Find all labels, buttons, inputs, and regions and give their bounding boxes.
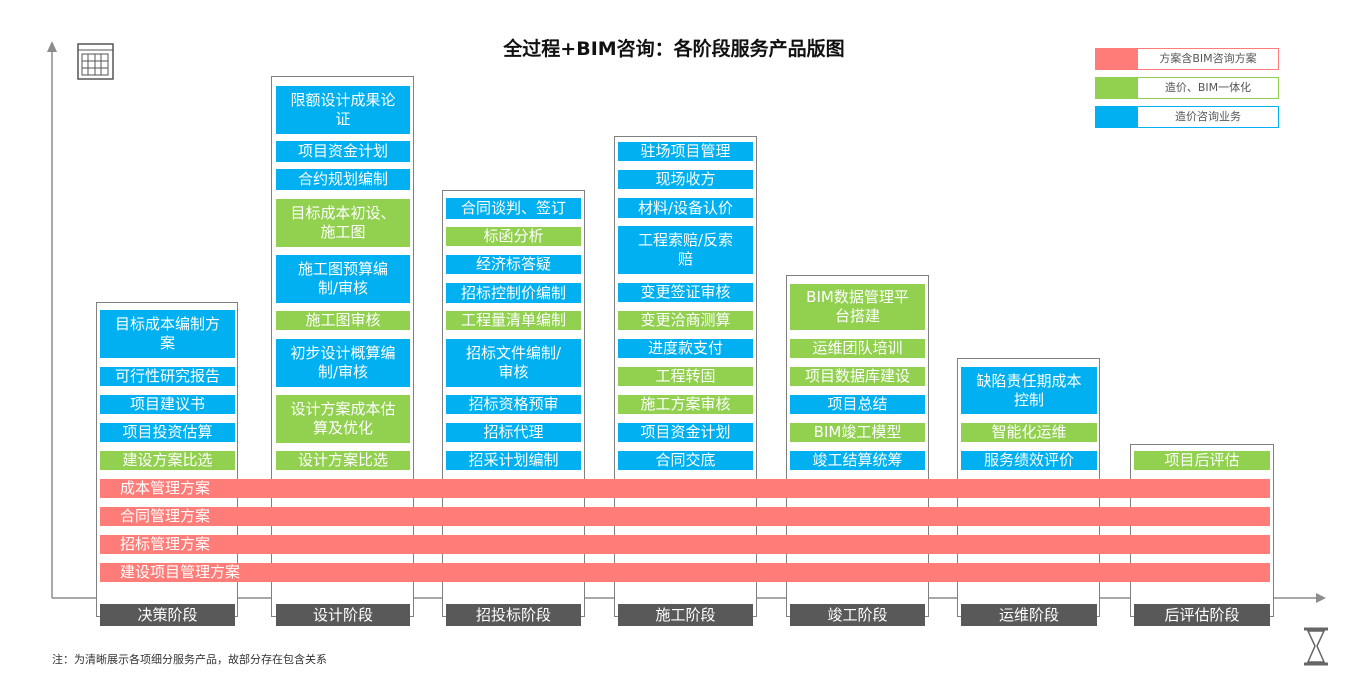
service-item: 合约规划编制 bbox=[276, 169, 410, 190]
service-item: 材料/设备认价 bbox=[618, 198, 753, 218]
service-item: 项目资金计划 bbox=[276, 141, 410, 162]
plan-bar: 招标管理方案 bbox=[100, 535, 1270, 554]
stage-label: 设计阶段 bbox=[276, 604, 410, 626]
service-item: 建设方案比选 bbox=[100, 451, 235, 470]
service-item: 经济标答疑 bbox=[446, 255, 581, 274]
service-item: 招标资格预审 bbox=[446, 395, 581, 414]
service-item: 目标成本编制方案 bbox=[100, 310, 235, 358]
service-item: 进度款支付 bbox=[618, 339, 753, 358]
stage-label: 运维阶段 bbox=[961, 604, 1097, 626]
service-item: 施工图预算编制/审核 bbox=[276, 255, 410, 303]
plan-bar: 成本管理方案 bbox=[100, 479, 1270, 498]
service-item: 限额设计成果论证 bbox=[276, 86, 410, 134]
service-item: 工程索赔/反索赔 bbox=[618, 226, 753, 274]
hourglass-icon bbox=[1304, 627, 1328, 666]
service-item: 初步设计概算编制/审核 bbox=[276, 339, 410, 387]
legend-swatch bbox=[1095, 77, 1138, 99]
service-item: 招标代理 bbox=[446, 423, 581, 442]
service-item: BIM数据管理平台搭建 bbox=[790, 284, 925, 330]
legend-item: 方案含BIM咨询方案 bbox=[1095, 48, 1279, 70]
service-item: 变更洽商测算 bbox=[618, 311, 753, 330]
stage-label: 竣工阶段 bbox=[790, 604, 925, 626]
service-item: 标函分析 bbox=[446, 227, 581, 246]
service-item: 招标文件编制/审核 bbox=[446, 339, 581, 387]
service-item: 项目投资估算 bbox=[100, 423, 235, 442]
service-item: 项目建议书 bbox=[100, 395, 235, 414]
legend-swatch bbox=[1095, 106, 1138, 128]
service-item: 项目后评估 bbox=[1134, 451, 1270, 470]
service-item: 可行性研究报告 bbox=[100, 367, 235, 386]
service-item: 目标成本初设、施工图 bbox=[276, 199, 410, 247]
calendar-icon bbox=[77, 43, 114, 80]
legend-label: 造价咨询业务 bbox=[1138, 106, 1279, 128]
stage-label: 决策阶段 bbox=[100, 604, 235, 626]
y-axis-arrow bbox=[47, 41, 57, 52]
footnote: 注：为清晰展示各项细分服务产品，故部分存在包含关系 bbox=[52, 653, 327, 666]
service-item: 工程量清单编制 bbox=[446, 311, 581, 330]
stage-frame bbox=[786, 275, 929, 617]
service-item: 驻场项目管理 bbox=[618, 142, 753, 161]
stage-frame bbox=[1130, 444, 1274, 617]
legend-item: 造价咨询业务 bbox=[1095, 106, 1279, 128]
service-item: 工程转固 bbox=[618, 367, 753, 386]
service-item: 招标控制价编制 bbox=[446, 283, 581, 303]
service-item: 项目资金计划 bbox=[618, 423, 753, 442]
service-item: 招采计划编制 bbox=[446, 451, 581, 470]
legend-label: 方案含BIM咨询方案 bbox=[1138, 48, 1279, 70]
service-item: 缺陷责任期成本控制 bbox=[961, 367, 1097, 414]
plan-bar: 建设项目管理方案 bbox=[100, 563, 1270, 582]
x-axis-arrow bbox=[1316, 593, 1326, 603]
stage-label: 招投标阶段 bbox=[446, 604, 581, 626]
stage-label: 施工阶段 bbox=[618, 604, 753, 626]
diagram-title: 全过程+BIM咨询：各阶段服务产品版图 bbox=[503, 38, 845, 60]
service-item: 智能化运维 bbox=[961, 423, 1097, 442]
service-item: 竣工结算统筹 bbox=[790, 451, 925, 470]
service-item: 设计方案成本估算及优化 bbox=[276, 395, 410, 443]
legend-swatch bbox=[1095, 48, 1138, 70]
service-item: 施工图审核 bbox=[276, 311, 410, 330]
service-item: 合同交底 bbox=[618, 451, 753, 470]
service-item: 设计方案比选 bbox=[276, 451, 410, 470]
service-item: 项目总结 bbox=[790, 395, 925, 414]
legend-item: 造价、BIM一体化 bbox=[1095, 77, 1279, 99]
stage-label: 后评估阶段 bbox=[1134, 604, 1270, 626]
plan-bar: 合同管理方案 bbox=[100, 507, 1270, 526]
service-item: 变更签证审核 bbox=[618, 283, 753, 302]
service-item: 服务绩效评价 bbox=[961, 451, 1097, 470]
service-item: 运维团队培训 bbox=[790, 339, 925, 358]
service-item: 项目数据库建设 bbox=[790, 367, 925, 386]
legend-label: 造价、BIM一体化 bbox=[1138, 77, 1279, 99]
service-item: 施工方案审核 bbox=[618, 395, 753, 414]
service-item: BIM竣工模型 bbox=[790, 423, 925, 442]
service-item: 现场收方 bbox=[618, 170, 753, 189]
service-item: 合同谈判、签订 bbox=[446, 198, 581, 219]
